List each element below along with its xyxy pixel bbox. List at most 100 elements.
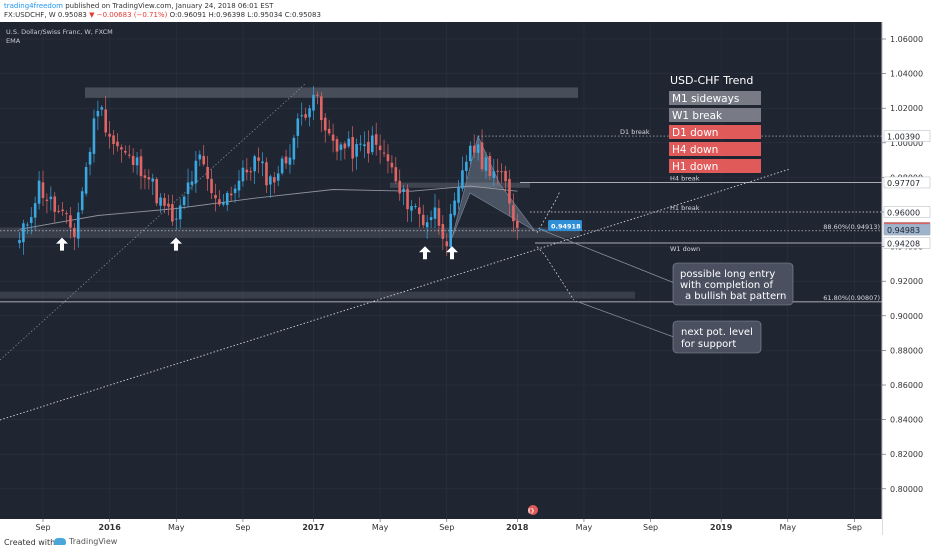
- candle: [480, 129, 484, 172]
- trend-item-box: [669, 108, 761, 122]
- trend-items: M1 sideways W1 break D1 down H4 down H1 down: [669, 91, 761, 173]
- candle: [492, 158, 496, 187]
- candle: [135, 152, 139, 175]
- candle-body: [104, 109, 108, 133]
- price-tick-label: 1.02000: [890, 104, 923, 113]
- candle: [500, 163, 503, 184]
- candle: [241, 160, 245, 187]
- candles: [18, 86, 519, 257]
- candle-body: [504, 170, 507, 182]
- candle-body: [49, 196, 53, 200]
- price-axis[interactable]: [882, 22, 932, 535]
- footer: Created with TradingView: [0, 535, 932, 550]
- candle-body: [296, 118, 300, 136]
- symbol-label: FX:USDCHF, W: [4, 11, 56, 19]
- price-tick-label: 0.88000: [890, 346, 923, 355]
- candle: [516, 214, 519, 240]
- price-axis-labels: 1.003900.977070.960000.950830.949830.942…: [883, 130, 931, 249]
- candle-body: [155, 178, 158, 204]
- candle-body: [269, 176, 272, 185]
- candle-body: [476, 144, 480, 153]
- candle: [394, 156, 398, 184]
- price-chart[interactable]: D1 break H4 break H1 break 88.60%(0.94913) W…: [0, 22, 932, 535]
- scroll-button[interactable]: ⟪⟫: [528, 505, 539, 515]
- scroll-button-circle[interactable]: [528, 505, 538, 515]
- candle-body: [441, 224, 445, 239]
- candle: [276, 165, 280, 187]
- candle-body: [276, 173, 280, 181]
- tradingview-brand[interactable]: TradingView: [54, 537, 117, 546]
- candle-body: [484, 157, 488, 171]
- entry-tag-pointer: [537, 228, 549, 232]
- tradingview-brand-label: TradingView: [69, 537, 118, 546]
- candle: [174, 207, 178, 230]
- time-tick-label: Sep: [439, 523, 454, 532]
- time-axis[interactable]: [0, 519, 882, 535]
- candle-body: [194, 160, 198, 184]
- candle: [88, 147, 92, 176]
- candle: [190, 170, 194, 191]
- candle: [159, 193, 162, 213]
- candle-body: [116, 141, 119, 147]
- candle: [359, 135, 362, 152]
- candle-body: [202, 155, 206, 165]
- candle-body: [367, 141, 370, 154]
- price-tick-label: 0.86000: [890, 381, 923, 390]
- candle: [508, 170, 511, 216]
- candle: [147, 169, 151, 190]
- ohlc-line: FX:USDCHF, W 0.95083 ▼ −0.00683 (−0.71%)…: [4, 11, 321, 19]
- candle-body: [304, 114, 307, 118]
- candle-body: [135, 157, 139, 166]
- price-tick-label: 1.06000: [890, 35, 923, 44]
- candle: [53, 192, 57, 223]
- candle: [218, 190, 221, 207]
- candle: [269, 174, 272, 198]
- price-label: 0.94983: [887, 226, 920, 235]
- candle-body: [378, 145, 382, 151]
- candle-body: [178, 205, 182, 220]
- time-tick-label: 2019: [710, 523, 733, 532]
- entry-callout: possible long entry with completion of a…: [672, 262, 794, 306]
- candle-body: [363, 144, 366, 147]
- candle-body: [445, 241, 449, 247]
- entry-callout-line-1: possible long entry: [680, 269, 775, 280]
- candle: [116, 133, 119, 152]
- candle: [69, 207, 72, 239]
- candle-body: [300, 115, 304, 117]
- candle-body: [284, 156, 288, 164]
- publisher-link[interactable]: trading4freedom: [4, 2, 63, 10]
- candle: [225, 190, 229, 211]
- candle: [512, 193, 515, 233]
- candle: [425, 214, 429, 239]
- candle: [437, 199, 441, 235]
- candle: [257, 147, 260, 174]
- candle-body: [323, 117, 327, 131]
- candle-body: [222, 202, 225, 205]
- candle: [198, 150, 202, 167]
- time-tick-label: May: [780, 523, 797, 532]
- candle-body: [33, 203, 37, 218]
- price-tick-label: 0.92000: [890, 277, 923, 286]
- entry-callout-line-3: a bullish bat pattern: [685, 291, 786, 302]
- candle-body: [80, 191, 84, 211]
- indicator-label[interactable]: EMA: [6, 37, 21, 45]
- candle-body: [18, 240, 21, 244]
- candle: [143, 168, 147, 190]
- time-tick-label: May: [372, 523, 389, 532]
- candle: [429, 210, 433, 229]
- candle-body: [508, 178, 511, 204]
- candle: [504, 165, 507, 192]
- price-label-box: [883, 176, 931, 189]
- candle-body: [41, 182, 45, 199]
- candle: [253, 154, 256, 184]
- candle: [108, 121, 111, 149]
- candle: [355, 138, 358, 170]
- candle-body: [390, 162, 394, 168]
- candle-body: [292, 137, 296, 160]
- candle: [37, 171, 41, 210]
- candle: [182, 194, 186, 210]
- candle: [45, 193, 49, 214]
- candle-body: [108, 133, 111, 137]
- candle: [186, 168, 190, 208]
- candle: [167, 194, 170, 216]
